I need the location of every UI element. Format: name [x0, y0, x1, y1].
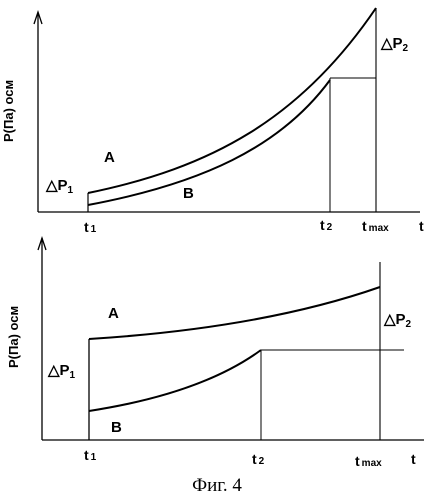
- bottom-curve-a-label: A: [108, 305, 119, 322]
- bottom-delta-p2-label: △P2: [383, 311, 412, 330]
- top-y-axis-arrow-icon: [33, 9, 43, 25]
- top-delta-p1-label: △P1: [45, 177, 74, 196]
- top-delta-p2-label: △P2: [380, 35, 409, 54]
- bottom-y-axis-label: Р(Па) осм: [6, 306, 21, 368]
- bottom-curve-b-label: B: [111, 419, 122, 436]
- bottom-x-axis-label: t: [411, 451, 416, 467]
- figure-caption: Фиг. 4: [192, 475, 242, 496]
- top-curve-a: [87, 7, 377, 194]
- top-x-axis-label: t: [419, 218, 424, 234]
- top-y-axis-label: Р(Па) осм: [1, 80, 16, 142]
- top-tick-tmax: t max: [362, 218, 389, 234]
- top-curve-a-label: A: [104, 149, 115, 166]
- bottom-curve-a: [88, 286, 381, 340]
- bottom-curve-b: [88, 349, 262, 412]
- top-curve-b-label: B: [183, 185, 194, 202]
- bottom-y-axis-arrow-icon: [37, 235, 47, 251]
- bottom-tick-tmax: t max: [355, 453, 382, 469]
- bottom-delta-p1-label: △P1: [47, 362, 76, 381]
- top-curve-b: [87, 79, 331, 206]
